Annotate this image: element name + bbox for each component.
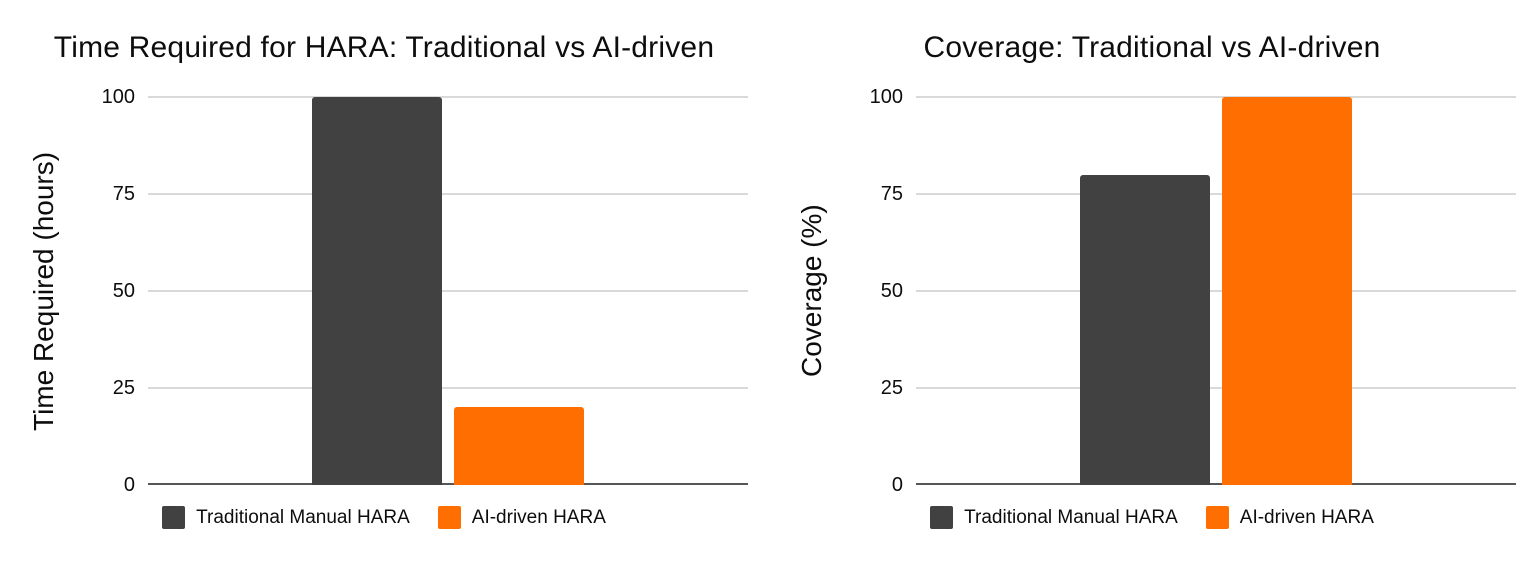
bar-ai-driven-hara: [1222, 97, 1352, 485]
y-tick-100: 100: [101, 86, 135, 108]
chart-panel-coverage: Coverage: Traditional vs AI-driven Cover…: [768, 0, 1536, 565]
legend-item-traditional-manual-hara: Traditional Manual HARA: [162, 506, 410, 529]
y-tick-25: 25: [112, 377, 135, 399]
legend-swatch-ai-driven-hara: [1205, 506, 1229, 529]
x-axis-line: [916, 483, 1516, 485]
y-tick-labels: 0 25 50 75 100: [0, 86, 135, 496]
chart-title: Time Required for HARA: Traditional vs A…: [53, 31, 715, 64]
gridline-100: [148, 96, 748, 98]
y-tick-50: 50: [112, 280, 135, 302]
legend-label-ai-driven-hara: AI-driven HARA: [1239, 506, 1374, 528]
chart-title: Coverage: Traditional vs AI-driven: [923, 31, 1381, 64]
y-tick-0: 0: [123, 474, 135, 496]
legend-item-traditional-manual-hara: Traditional Manual HARA: [930, 506, 1178, 529]
legend-swatch-ai-driven-hara: [437, 506, 461, 529]
y-tick-25: 25: [880, 377, 903, 399]
legend-swatch-traditional-manual-hara: [162, 506, 186, 529]
gridline-100: [916, 96, 1516, 98]
legend-label-traditional-manual-hara: Traditional Manual HARA: [964, 506, 1178, 528]
gridline-50: [916, 290, 1516, 292]
y-tick-100: 100: [869, 86, 903, 108]
gridline-50: [148, 290, 748, 292]
y-tick-75: 75: [880, 183, 903, 205]
gridline-25: [916, 387, 1516, 389]
y-tick-50: 50: [880, 280, 903, 302]
y-tick-75: 75: [112, 183, 135, 205]
gridline-75: [916, 193, 1516, 195]
plot-area: [916, 96, 1516, 485]
legend-label-traditional-manual-hara: Traditional Manual HARA: [196, 506, 410, 528]
bar-group: [916, 97, 1516, 485]
legend-item-ai-driven-hara: AI-driven HARA: [437, 506, 606, 529]
chart-panel-time-required: Time Required for HARA: Traditional vs A…: [0, 31, 768, 529]
legend: Traditional Manual HARA AI-driven HARA: [0, 506, 768, 529]
bar-traditional-manual-hara: [312, 97, 442, 485]
bar-ai-driven-hara: [454, 407, 584, 485]
gridline-75: [148, 193, 748, 195]
x-axis-line: [148, 483, 748, 485]
legend-swatch-traditional-manual-hara: [930, 506, 954, 529]
y-tick-labels: 0 25 50 75 100: [768, 86, 903, 496]
gridline-25: [148, 387, 748, 389]
y-tick-0: 0: [891, 474, 903, 496]
legend-item-ai-driven-hara: AI-driven HARA: [1205, 506, 1374, 529]
bar-group: [148, 97, 748, 485]
plot-area: [148, 96, 748, 485]
legend: Traditional Manual HARA AI-driven HARA: [768, 506, 1536, 529]
bar-traditional-manual-hara: [1080, 174, 1210, 485]
legend-label-ai-driven-hara: AI-driven HARA: [471, 506, 606, 528]
